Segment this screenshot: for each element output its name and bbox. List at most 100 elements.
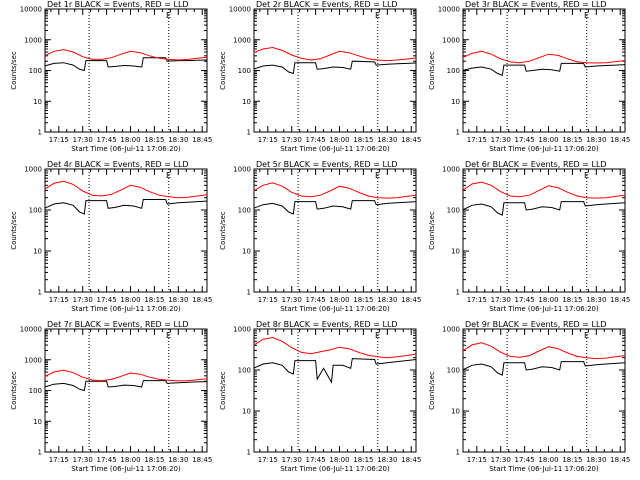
panel-title: Det 1r BLACK = Events, RED = LLD: [47, 0, 189, 9]
series-line-lld: [462, 181, 626, 199]
series-line-lld: [462, 50, 626, 64]
x-tick-label: 18:00: [120, 456, 140, 464]
x-tick-label: 18:15: [353, 136, 373, 144]
x-tick-label: 17:30: [282, 296, 302, 304]
y-tick-label: 1: [38, 129, 42, 137]
y-tick-label: 1: [247, 449, 251, 457]
y-tick-label: 1000: [233, 36, 251, 44]
panel-det-2: Det 2r BLACK = Events, RED = LLDE1101001…: [219, 0, 421, 153]
x-tick-label: 18:00: [538, 136, 558, 144]
x-tick-label: 18:00: [329, 296, 349, 304]
plot-frame: [462, 168, 626, 293]
x-axis-label: Start Time (06-Jul-11 17:06:20): [71, 465, 181, 473]
x-tick-label: 18:00: [329, 136, 349, 144]
y-axis-label: Counts/sec: [219, 371, 227, 410]
x-tick-label: 18:45: [192, 456, 212, 464]
x-tick-label: 18:30: [586, 296, 606, 304]
x-tick-label: 18:00: [120, 136, 140, 144]
y-axis-label: Counts/sec: [428, 51, 436, 90]
x-tick-label: 17:45: [306, 136, 326, 144]
y-tick-label: 1: [247, 289, 251, 297]
x-tick-label: 17:30: [491, 296, 511, 304]
y-tick-label: 100: [29, 67, 42, 75]
x-tick-label: 18:15: [562, 136, 582, 144]
y-tick-label: 10: [242, 408, 251, 416]
x-tick-label: 17:30: [491, 456, 511, 464]
x-tick-label: 18:30: [586, 136, 606, 144]
series-line-lld: [44, 49, 208, 61]
x-tick-label: 18:45: [610, 456, 630, 464]
plot-frame: [462, 8, 626, 133]
x-tick-label: 18:45: [610, 296, 630, 304]
x-tick-label: 17:45: [515, 136, 535, 144]
series-line-events: [462, 62, 626, 76]
x-axis-label: Start Time (06-Jul-11 17:06:20): [280, 145, 390, 153]
y-tick-label: 1: [456, 129, 460, 137]
panel-title: Det 6r BLACK = Events, RED = LLD: [465, 160, 607, 169]
x-tick-label: 17:15: [49, 296, 69, 304]
y-tick-label: 10: [451, 408, 460, 416]
y-axis-label: Counts/sec: [10, 371, 18, 410]
y-tick-label: 1: [456, 289, 460, 297]
x-axis-label: Start Time (06-Jul-11 17:06:20): [489, 145, 599, 153]
panel-det-7: Det 7r BLACK = Events, RED = LLDE1101001…: [10, 320, 212, 473]
x-tick-label: 18:30: [168, 136, 188, 144]
x-axis-label: Start Time (06-Jul-11 17:06:20): [71, 305, 181, 313]
y-tick-label: 100: [447, 207, 460, 215]
x-tick-label: 17:15: [258, 456, 278, 464]
y-tick-label: 10: [451, 98, 460, 106]
x-tick-label: 18:15: [144, 136, 164, 144]
y-tick-label: 10000: [229, 6, 251, 14]
y-tick-label: 10000: [20, 326, 42, 334]
y-tick-label: 1000: [442, 326, 460, 334]
x-tick-label: 17:30: [282, 136, 302, 144]
y-tick-label: 100: [238, 207, 251, 215]
panel-det-4: Det 4r BLACK = Events, RED = LLDE1101001…: [10, 160, 212, 313]
x-tick-label: 17:45: [515, 456, 535, 464]
plot-frame: [44, 328, 208, 453]
x-tick-label: 17:45: [97, 296, 117, 304]
y-tick-label: 100: [447, 367, 460, 375]
plot-frame: [462, 328, 626, 453]
x-tick-label: 18:45: [401, 456, 421, 464]
y-axis-label: Counts/sec: [10, 51, 18, 90]
panel-det-8: Det 8r BLACK = Events, RED = LLDE1101001…: [219, 320, 421, 473]
x-tick-label: 17:15: [49, 136, 69, 144]
series-line-lld: [44, 369, 208, 382]
y-tick-label: 1000: [233, 326, 251, 334]
x-tick-label: 18:45: [401, 136, 421, 144]
panel-det-6: Det 6r BLACK = Events, RED = LLDE1101001…: [428, 160, 630, 313]
y-axis-label: Counts/sec: [219, 211, 227, 250]
y-tick-label: 100: [447, 67, 460, 75]
x-tick-label: 18:15: [562, 456, 582, 464]
y-tick-label: 1: [38, 289, 42, 297]
y-axis-label: Counts/sec: [219, 51, 227, 90]
y-tick-label: 1: [247, 129, 251, 137]
x-tick-label: 18:00: [538, 456, 558, 464]
panel-det-1: Det 1r BLACK = Events, RED = LLDE1101001…: [10, 0, 212, 153]
y-tick-label: 10: [242, 98, 251, 106]
x-tick-label: 17:15: [467, 136, 487, 144]
x-tick-label: 18:45: [192, 136, 212, 144]
panel-title: Det 8r BLACK = Events, RED = LLD: [256, 320, 398, 329]
y-axis-label: Counts/sec: [428, 371, 436, 410]
plot-frame: [44, 8, 208, 133]
x-tick-label: 17:15: [258, 296, 278, 304]
series-line-lld: [253, 46, 417, 62]
x-axis-label: Start Time (06-Jul-11 17:06:20): [280, 465, 390, 473]
panel-title: Det 9r BLACK = Events, RED = LLD: [465, 320, 607, 329]
x-tick-label: 17:30: [73, 296, 93, 304]
y-tick-label: 10: [33, 248, 42, 256]
series-line-events: [462, 361, 626, 376]
y-tick-label: 1000: [442, 166, 460, 174]
y-tick-label: 10: [33, 418, 42, 426]
panel-title: Det 7r BLACK = Events, RED = LLD: [47, 320, 189, 329]
x-tick-label: 17:45: [97, 136, 117, 144]
y-tick-label: 100: [29, 207, 42, 215]
series-line-events: [44, 57, 208, 72]
x-tick-label: 18:45: [610, 136, 630, 144]
y-tick-label: 1: [456, 449, 460, 457]
y-tick-label: 100: [29, 387, 42, 395]
x-tick-label: 17:45: [515, 296, 535, 304]
panel-det-3: Det 3r BLACK = Events, RED = LLDE1101001…: [428, 0, 630, 153]
